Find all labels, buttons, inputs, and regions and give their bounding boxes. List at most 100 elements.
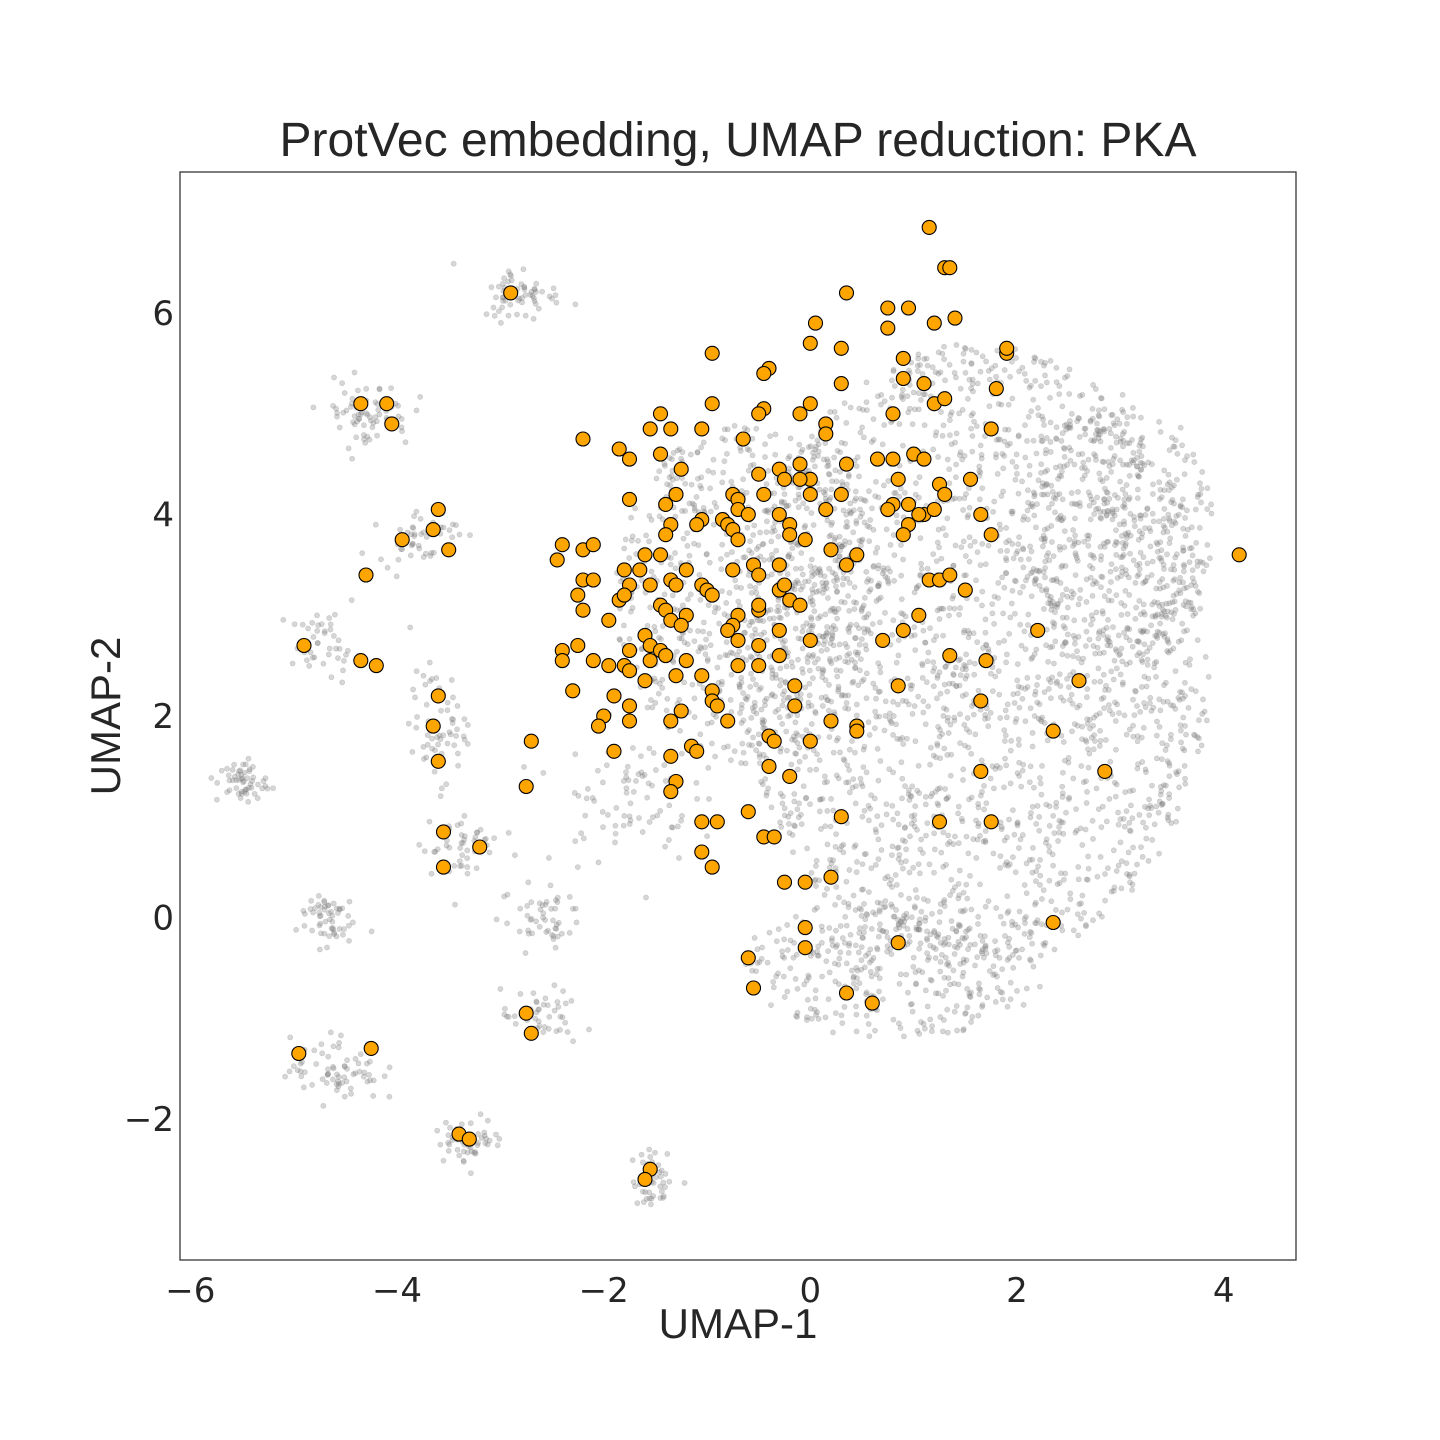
background-point (750, 676, 756, 682)
background-point (1123, 461, 1130, 468)
background-point (902, 783, 908, 789)
background-point (765, 509, 772, 516)
background-point (1196, 524, 1203, 531)
background-point (922, 721, 929, 728)
background-point (967, 994, 974, 1000)
pka-point (833, 809, 849, 825)
background-point (474, 829, 480, 836)
pka-point (637, 673, 653, 689)
background-point (866, 889, 872, 895)
background-point (450, 260, 457, 267)
background-point (968, 750, 975, 757)
background-point (1149, 782, 1155, 789)
background-point (973, 817, 979, 824)
background-point (1029, 730, 1036, 736)
x-tick-label: −4 (372, 1271, 422, 1311)
background-point (1056, 391, 1063, 397)
background-point (861, 901, 867, 907)
pka-point (771, 506, 787, 523)
background-point (1054, 881, 1061, 887)
background-point (1035, 715, 1042, 722)
background-point (910, 864, 917, 871)
background-point (818, 647, 825, 654)
background-point (1202, 654, 1209, 660)
background-point (359, 550, 366, 556)
pka-point (668, 668, 684, 684)
background-point (951, 943, 958, 950)
background-point (290, 1063, 297, 1070)
background-point (301, 1069, 308, 1076)
background-point (1140, 819, 1146, 826)
background-point (890, 698, 896, 705)
pka-point (570, 587, 586, 603)
background-point (845, 473, 852, 480)
background-point (1168, 499, 1174, 505)
background-point (856, 625, 862, 632)
background-point (326, 615, 333, 621)
background-point (1042, 565, 1048, 571)
background-point (1041, 526, 1048, 533)
background-point (1081, 464, 1088, 471)
background-point (749, 742, 755, 749)
background-point (1048, 523, 1055, 529)
background-point (750, 708, 757, 715)
background-point (1036, 701, 1043, 708)
background-point (802, 684, 808, 691)
background-point (1130, 557, 1137, 564)
background-point (1056, 817, 1063, 824)
background-point (772, 671, 779, 678)
background-point (1068, 490, 1075, 496)
background-point (747, 583, 753, 590)
background-point (753, 681, 759, 688)
background-point (902, 613, 909, 620)
background-point (805, 703, 812, 710)
background-point (1016, 773, 1023, 779)
background-point (978, 451, 985, 458)
background-point (797, 691, 804, 698)
background-point (785, 713, 791, 720)
pka-point (730, 658, 746, 674)
background-point (941, 356, 947, 363)
background-point (837, 949, 844, 956)
background-point (661, 762, 668, 768)
background-point (931, 869, 937, 876)
background-point (716, 620, 722, 627)
background-point (955, 657, 962, 664)
background-point (862, 924, 868, 930)
background-point (435, 741, 441, 748)
background-point (920, 698, 927, 705)
background-point (960, 766, 967, 773)
background-point (889, 802, 896, 809)
background-point (940, 992, 946, 999)
background-point (939, 951, 945, 958)
pka-point (875, 632, 891, 648)
background-point (949, 680, 956, 687)
background-point (1188, 604, 1195, 610)
background-point (1035, 674, 1041, 680)
background-point (1177, 590, 1184, 596)
background-point (721, 458, 728, 465)
background-point (1004, 910, 1011, 916)
background-point (1181, 763, 1188, 769)
background-point (842, 913, 849, 920)
background-point (501, 275, 507, 282)
background-point (1196, 717, 1202, 724)
background-point (867, 630, 874, 637)
background-point (1195, 748, 1201, 755)
background-point (866, 1033, 873, 1040)
background-point (881, 727, 888, 734)
background-point (1094, 420, 1100, 427)
background-point (878, 391, 885, 398)
background-point (852, 488, 859, 495)
background-point (939, 731, 945, 737)
background-point (911, 903, 918, 910)
pka-point (425, 718, 441, 734)
background-point (1117, 651, 1123, 657)
background-point (356, 1068, 363, 1075)
background-point (835, 686, 842, 693)
pka-point (978, 653, 994, 669)
background-point (712, 753, 718, 760)
background-point (628, 537, 635, 544)
background-point (836, 641, 843, 648)
background-point (971, 538, 978, 545)
